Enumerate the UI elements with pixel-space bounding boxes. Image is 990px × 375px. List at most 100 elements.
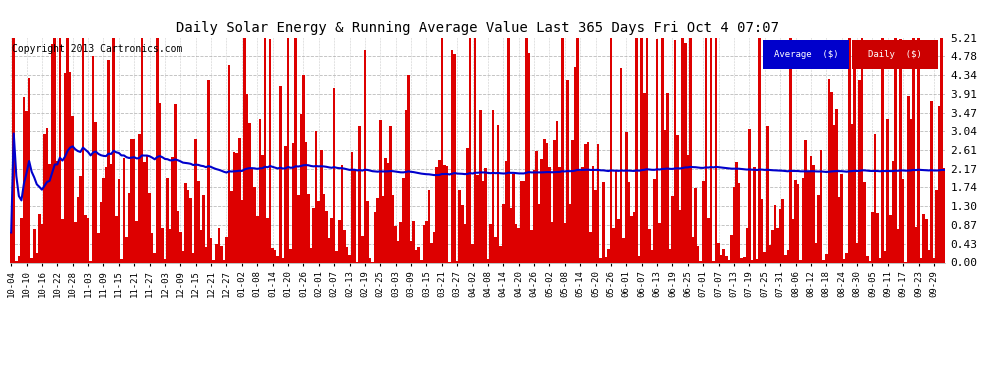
Bar	[836, 109, 838, 262]
Bar	[366, 201, 368, 262]
Bar	[313, 209, 315, 262]
Bar	[825, 255, 828, 262]
Bar	[400, 222, 402, 262]
Bar	[643, 93, 645, 262]
Bar	[302, 75, 305, 262]
Bar	[341, 165, 344, 262]
Bar	[925, 219, 928, 262]
Bar	[141, 25, 144, 262]
Bar	[594, 190, 597, 262]
Bar	[884, 251, 886, 262]
Bar	[387, 164, 389, 262]
Bar	[150, 234, 153, 262]
Bar	[169, 229, 171, 262]
Bar	[192, 253, 194, 262]
Bar	[81, 25, 84, 262]
Bar	[305, 142, 307, 262]
Bar	[425, 221, 428, 262]
Bar	[723, 249, 725, 262]
Bar	[350, 152, 353, 262]
Bar	[536, 151, 538, 262]
Bar	[171, 158, 174, 262]
Bar	[115, 216, 118, 262]
Bar	[663, 130, 666, 262]
Bar	[755, 260, 758, 262]
Bar	[333, 88, 336, 262]
Bar	[49, 164, 50, 262]
Bar	[563, 224, 566, 262]
Bar	[458, 190, 461, 262]
Bar	[707, 218, 710, 262]
Bar	[874, 134, 876, 262]
Bar	[415, 250, 418, 262]
Bar	[802, 178, 805, 262]
Bar	[294, 25, 297, 262]
Bar	[476, 176, 479, 262]
Bar	[676, 135, 679, 262]
Bar	[33, 229, 36, 262]
Bar	[555, 121, 558, 262]
Bar	[405, 110, 407, 262]
Bar	[812, 165, 815, 262]
Bar	[638, 256, 641, 262]
Bar	[153, 253, 156, 262]
Bar	[100, 202, 102, 262]
Bar	[633, 212, 636, 262]
Bar	[589, 232, 592, 262]
Bar	[202, 195, 205, 262]
Bar	[894, 25, 897, 262]
Bar	[610, 25, 612, 262]
Bar	[863, 182, 866, 262]
Bar	[848, 25, 850, 262]
Bar	[871, 212, 874, 262]
Bar	[297, 195, 300, 262]
Bar	[184, 183, 187, 262]
Bar	[940, 25, 942, 262]
Bar	[528, 53, 531, 262]
Bar	[842, 260, 845, 262]
Bar	[771, 230, 774, 262]
Bar	[38, 214, 41, 262]
Bar	[376, 198, 379, 262]
Bar	[805, 140, 807, 262]
Bar	[466, 148, 468, 262]
Bar	[256, 216, 258, 262]
Title: Daily Solar Energy & Running Average Value Last 365 Days Fri Oct 4 07:07: Daily Solar Energy & Running Average Val…	[176, 21, 779, 35]
Bar	[225, 237, 228, 262]
Bar	[87, 218, 89, 262]
Bar	[705, 25, 707, 262]
Bar	[781, 200, 784, 262]
Bar	[136, 221, 138, 262]
Bar	[131, 139, 133, 262]
Bar	[325, 211, 328, 262]
Bar	[579, 171, 581, 262]
Bar	[228, 65, 231, 262]
Bar	[233, 152, 236, 262]
Bar	[581, 167, 584, 262]
Bar	[220, 246, 223, 262]
Bar	[444, 165, 446, 262]
Bar	[815, 243, 818, 262]
Bar	[450, 50, 453, 262]
Bar	[144, 162, 146, 262]
Bar	[194, 139, 197, 262]
Bar	[861, 38, 863, 262]
Bar	[520, 181, 523, 262]
Bar	[599, 258, 602, 262]
Bar	[494, 237, 497, 262]
Bar	[774, 205, 776, 262]
Bar	[886, 119, 889, 262]
Bar	[44, 134, 46, 262]
Bar	[166, 178, 169, 262]
Bar	[799, 260, 802, 262]
Bar	[69, 72, 71, 262]
Bar	[331, 218, 333, 262]
Bar	[284, 146, 287, 262]
Bar	[653, 178, 655, 262]
Bar	[128, 194, 131, 262]
Bar	[374, 212, 376, 262]
Bar	[410, 241, 412, 262]
Bar	[263, 25, 266, 262]
Bar	[412, 221, 415, 262]
Bar	[625, 132, 628, 262]
